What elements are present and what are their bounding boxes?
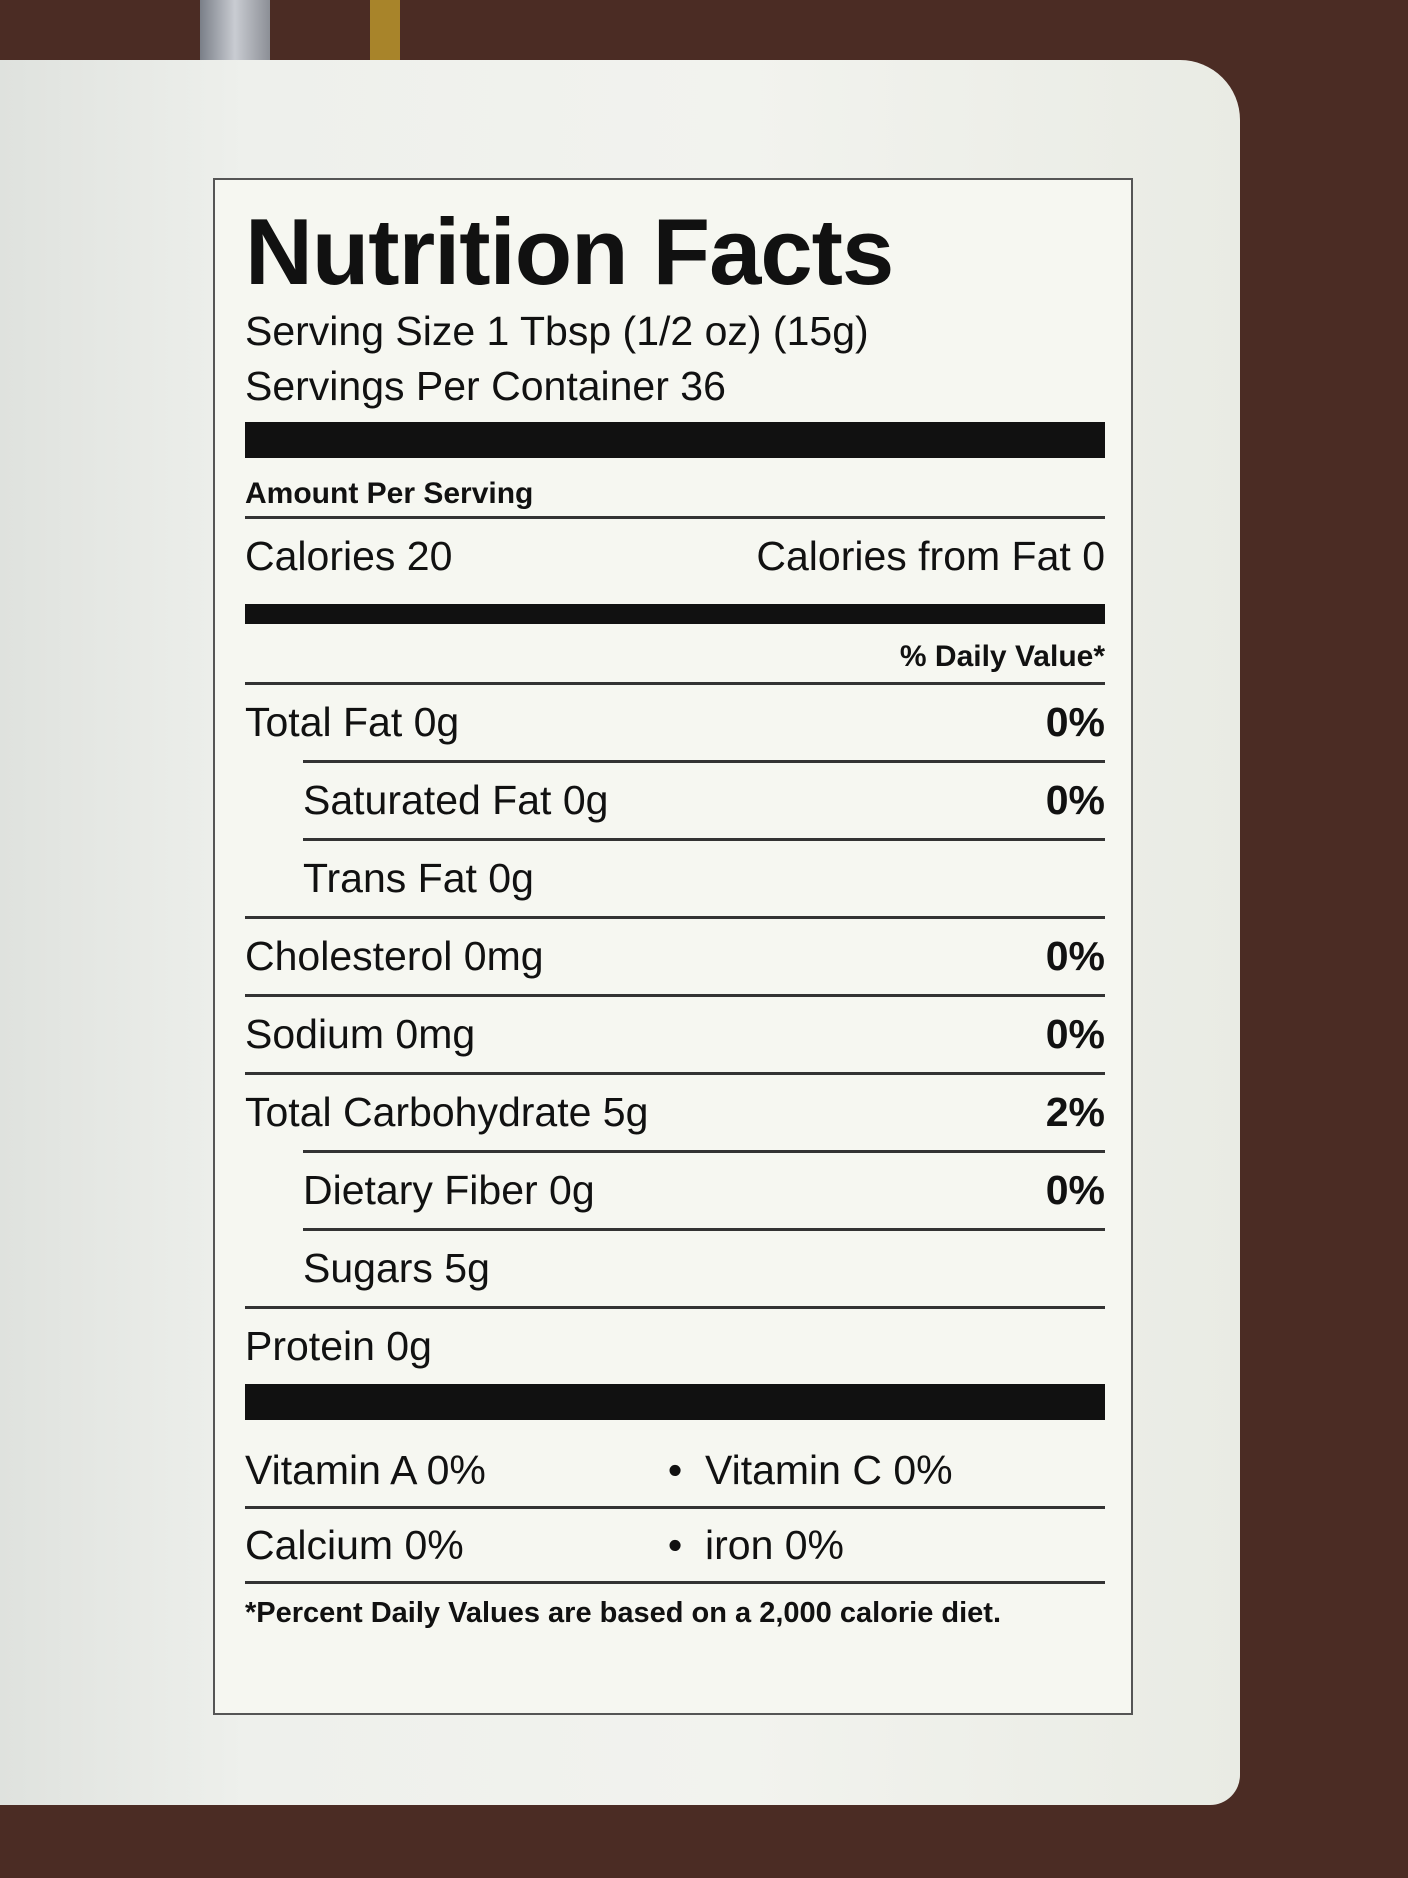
divider (245, 916, 1105, 919)
nutrient-row: Sugars 5g (245, 1231, 1105, 1306)
nutrient-dv: 0% (1045, 1167, 1105, 1213)
medium-divider (245, 604, 1105, 624)
nutrient-dv: 0% (1045, 777, 1105, 823)
divider (245, 682, 1105, 685)
divider (245, 994, 1105, 997)
divider (303, 760, 1105, 763)
thick-divider (245, 1384, 1105, 1420)
vitamin-row: Vitamin A 0% • Vitamin C 0% (245, 1434, 1105, 1506)
bullet: • (667, 1521, 683, 1568)
nutrient-row: Sodium 0mg 0% (245, 997, 1105, 1072)
nutrient-name: Cholesterol 0mg (245, 933, 544, 979)
title: Nutrition Facts (245, 199, 894, 304)
nutrient-name: Saturated Fat 0g (303, 777, 609, 823)
nutrient-dv: 0% (1045, 1011, 1105, 1057)
vitamin-row: Calcium 0% • iron 0% (245, 1509, 1105, 1581)
nutrient-row: Dietary Fiber 0g 0% (245, 1153, 1105, 1228)
serving-size: Serving Size 1 Tbsp (1/2 oz) (15g) (245, 308, 869, 354)
nutrient-row: Total Fat 0g 0% (245, 685, 1105, 760)
nutrient-row: Trans Fat 0g (245, 841, 1105, 916)
nutrient-name: Trans Fat 0g (303, 855, 534, 901)
divider (245, 1072, 1105, 1075)
servings-per-container: Servings Per Container 36 (245, 363, 726, 409)
nutrient-dv: 2% (1045, 1089, 1105, 1135)
nutrient-row: Protein 0g (245, 1309, 1105, 1384)
divider (303, 1228, 1105, 1231)
nutrition-facts-panel: Nutrition Facts Serving Size 1 Tbsp (1/2… (213, 178, 1133, 1715)
divider (245, 516, 1105, 519)
nutrient-name: Sugars 5g (303, 1245, 490, 1291)
nutrient-name: Total Fat 0g (245, 699, 460, 745)
calories-from-fat: Calories from Fat 0 (756, 533, 1105, 579)
vitamin-right: Vitamin C 0% (705, 1446, 953, 1493)
divider (303, 838, 1105, 841)
vitamin-right: iron 0% (705, 1521, 845, 1568)
jar-glass (370, 0, 400, 62)
amount-per-serving: Amount Per Serving (245, 477, 534, 510)
vitamin-left: Calcium 0% (245, 1521, 464, 1568)
divider (245, 1581, 1105, 1584)
calories: Calories 20 (245, 533, 453, 579)
divider (245, 1306, 1105, 1309)
nutrient-name: Sodium 0mg (245, 1011, 476, 1057)
calories-row: Calories 20 Calories from Fat 0 (245, 519, 1105, 594)
divider (303, 1150, 1105, 1153)
jar-lid (200, 0, 270, 62)
thick-divider (245, 422, 1105, 458)
daily-value-header: % Daily Value* (899, 640, 1105, 673)
divider (245, 1506, 1105, 1509)
nutrient-row: Saturated Fat 0g 0% (245, 763, 1105, 838)
nutrient-row: Total Carbohydrate 5g 2% (245, 1075, 1105, 1150)
nutrient-row: Cholesterol 0mg 0% (245, 919, 1105, 994)
footnote: *Percent Daily Values are based on a 2,0… (245, 1597, 1001, 1629)
nutrient-name: Total Carbohydrate 5g (245, 1089, 649, 1135)
nutrient-name: Dietary Fiber 0g (303, 1167, 595, 1213)
vitamin-left: Vitamin A 0% (245, 1446, 486, 1493)
nutrient-dv: 0% (1045, 933, 1105, 979)
bullet: • (667, 1446, 683, 1493)
nutrient-name: Protein 0g (245, 1323, 432, 1369)
nutrient-dv: 0% (1045, 699, 1105, 745)
